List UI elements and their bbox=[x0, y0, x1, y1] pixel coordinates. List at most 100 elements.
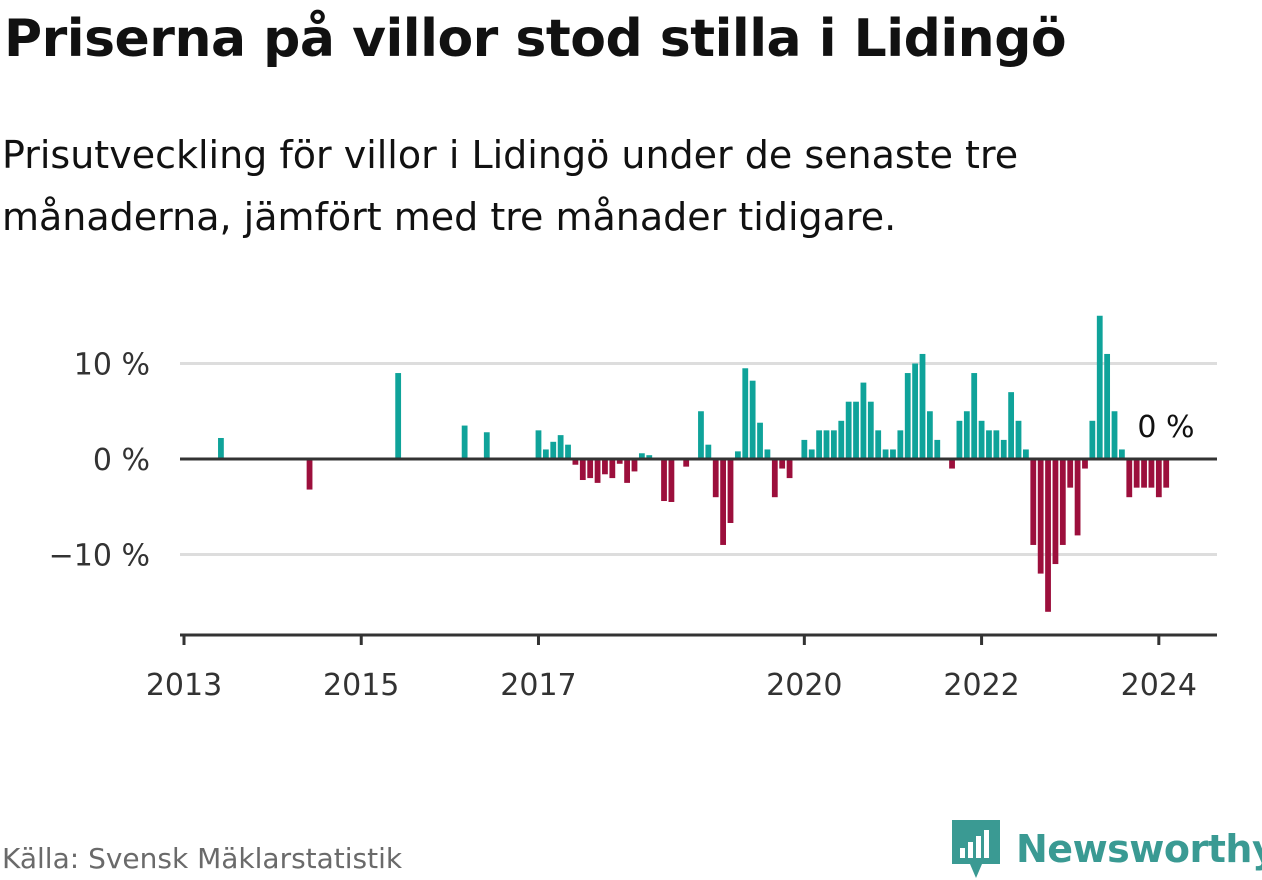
bar bbox=[919, 353, 926, 459]
bar bbox=[1008, 392, 1015, 459]
bar bbox=[720, 459, 726, 545]
bar bbox=[742, 368, 749, 459]
y-tick-label: 10 % bbox=[74, 348, 150, 383]
source-note: Källa: Svensk Mäklarstatistik bbox=[2, 842, 403, 875]
bar bbox=[705, 444, 712, 459]
x-tick-label: 2013 bbox=[146, 668, 222, 703]
x-tick-label: 2022 bbox=[943, 668, 1019, 703]
bar bbox=[853, 401, 859, 459]
bar bbox=[986, 430, 992, 459]
bar bbox=[542, 449, 549, 459]
bar bbox=[1148, 459, 1155, 488]
bar bbox=[749, 380, 756, 459]
bar bbox=[963, 411, 970, 459]
bar bbox=[550, 441, 557, 459]
newsworthy-logo-icon bbox=[952, 820, 1000, 878]
bar bbox=[734, 451, 741, 459]
bar bbox=[1082, 459, 1088, 469]
bar bbox=[1037, 459, 1044, 574]
bar bbox=[860, 382, 867, 459]
chart-title: Priserna på villor stod stilla i Lidingö bbox=[4, 9, 1067, 69]
bar bbox=[1111, 411, 1118, 459]
bar bbox=[1015, 420, 1022, 459]
bar bbox=[1119, 449, 1125, 459]
bar bbox=[1089, 420, 1096, 459]
bar bbox=[579, 459, 586, 481]
bar bbox=[823, 430, 830, 459]
bar bbox=[1074, 459, 1081, 536]
bar bbox=[956, 420, 963, 459]
bar bbox=[461, 425, 468, 459]
bar bbox=[609, 459, 616, 479]
bar bbox=[808, 449, 815, 459]
y-tick-label: −10 % bbox=[49, 539, 150, 574]
bar bbox=[1126, 459, 1133, 498]
axis-labels: 10 % 0 % −10 % 2013 2015 2017 2020 2022 2024 0 % bbox=[49, 348, 1197, 704]
bar bbox=[557, 435, 564, 460]
bar bbox=[882, 449, 889, 459]
axes bbox=[180, 457, 1217, 645]
bar bbox=[890, 449, 896, 459]
bar bbox=[845, 401, 852, 459]
bar bbox=[816, 430, 823, 459]
bar bbox=[978, 420, 985, 459]
brand-logo-group[interactable]: Newsworthy bbox=[950, 818, 1262, 880]
bar bbox=[1096, 315, 1103, 459]
bar bbox=[867, 401, 874, 459]
grid-lines bbox=[180, 362, 1217, 556]
brand-name: Newsworthy bbox=[1016, 827, 1262, 871]
bar bbox=[1163, 459, 1170, 488]
bar bbox=[993, 430, 1000, 459]
bar bbox=[897, 430, 904, 459]
bar bbox=[875, 430, 882, 459]
bar bbox=[971, 373, 978, 459]
x-tick-label: 2017 bbox=[500, 668, 576, 703]
bar bbox=[587, 459, 594, 479]
bar bbox=[801, 439, 808, 459]
bar bbox=[1030, 459, 1037, 545]
bar bbox=[926, 411, 933, 459]
bar-series bbox=[218, 315, 1170, 612]
bar bbox=[631, 459, 638, 472]
y-tick-label: 0 % bbox=[93, 443, 150, 478]
bar bbox=[565, 444, 571, 459]
bar bbox=[646, 455, 653, 459]
bar-chart: 10 % 0 % −10 % 2013 2015 2017 2020 2022 2024 0 % bbox=[49, 315, 1217, 704]
bar bbox=[757, 422, 763, 459]
bar bbox=[1067, 459, 1074, 488]
bar bbox=[934, 439, 941, 459]
bar bbox=[1133, 459, 1140, 488]
bar bbox=[483, 432, 490, 459]
bar bbox=[572, 459, 579, 465]
bar bbox=[535, 430, 542, 459]
bar bbox=[949, 459, 955, 469]
x-tick-label: 2020 bbox=[766, 668, 842, 703]
bar bbox=[727, 459, 734, 523]
bar bbox=[395, 373, 402, 459]
chart-subtitle: Prisutveckling för villor i Lidingö unde… bbox=[2, 133, 1019, 239]
bar bbox=[1141, 459, 1147, 488]
bar bbox=[624, 459, 630, 483]
bar bbox=[771, 459, 778, 498]
bar bbox=[1000, 439, 1007, 459]
bar bbox=[1045, 459, 1051, 612]
bar bbox=[786, 459, 793, 479]
bar bbox=[830, 430, 837, 459]
bar bbox=[779, 459, 786, 469]
bar bbox=[698, 411, 704, 459]
bar bbox=[1059, 459, 1066, 545]
bar bbox=[602, 459, 608, 475]
bar bbox=[764, 449, 771, 459]
bar bbox=[668, 459, 675, 502]
bar bbox=[904, 373, 911, 459]
bar bbox=[838, 420, 845, 459]
bar bbox=[1104, 353, 1111, 459]
bar bbox=[594, 459, 601, 483]
bar bbox=[1023, 449, 1029, 459]
bar bbox=[616, 459, 623, 464]
bar bbox=[218, 437, 224, 459]
bar bbox=[712, 459, 719, 498]
x-tick-label: 2015 bbox=[323, 668, 399, 703]
bar bbox=[912, 363, 919, 459]
bar bbox=[683, 459, 690, 467]
